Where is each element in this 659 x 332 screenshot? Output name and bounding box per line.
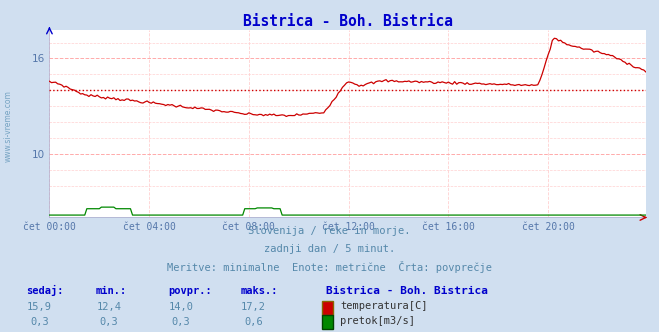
Text: 14,0: 14,0	[169, 302, 194, 312]
Text: Meritve: minimalne  Enote: metrične  Črta: povprečje: Meritve: minimalne Enote: metrične Črta:…	[167, 261, 492, 273]
Text: temperatura[C]: temperatura[C]	[340, 301, 428, 311]
Text: www.si-vreme.com: www.si-vreme.com	[3, 90, 13, 162]
Title: Bistrica - Boh. Bistrica: Bistrica - Boh. Bistrica	[243, 14, 453, 29]
Text: zadnji dan / 5 minut.: zadnji dan / 5 minut.	[264, 244, 395, 254]
Text: 0,3: 0,3	[30, 317, 49, 327]
Text: maks.:: maks.:	[241, 286, 278, 296]
Text: Bistrica - Boh. Bistrica: Bistrica - Boh. Bistrica	[326, 286, 488, 296]
Text: 17,2: 17,2	[241, 302, 266, 312]
Text: min.:: min.:	[96, 286, 127, 296]
Text: 0,3: 0,3	[172, 317, 190, 327]
Text: sedaj:: sedaj:	[26, 285, 64, 296]
Text: 15,9: 15,9	[27, 302, 52, 312]
Text: 0,3: 0,3	[100, 317, 118, 327]
Text: Slovenija / reke in morje.: Slovenija / reke in morje.	[248, 226, 411, 236]
Text: pretok[m3/s]: pretok[m3/s]	[340, 316, 415, 326]
Text: 0,6: 0,6	[244, 317, 263, 327]
Text: povpr.:: povpr.:	[168, 286, 212, 296]
Text: 12,4: 12,4	[96, 302, 121, 312]
